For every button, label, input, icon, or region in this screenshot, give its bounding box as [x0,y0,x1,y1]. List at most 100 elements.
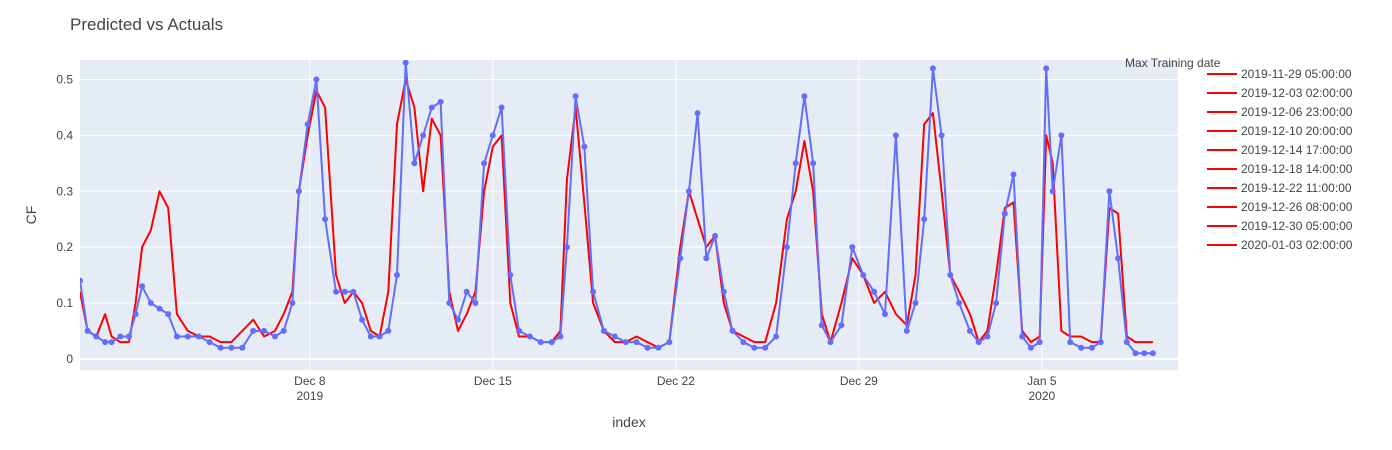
legend[interactable]: Max Training date 2019-11-29 05:00:00 201… [1125,56,1353,252]
actual-marker [295,188,302,195]
actual-marker [1036,339,1043,346]
actual-marker [217,344,224,351]
actual-marker [792,160,799,167]
y-tick-label: 0.3 [56,184,73,198]
actual-marker [1106,188,1113,195]
actual-marker [80,277,83,284]
actual-marker [882,311,888,318]
actual-marker [1049,188,1056,195]
actual-marker [165,311,172,318]
actual-marker [359,316,366,323]
actual-marker [367,333,374,340]
legend-label: 2019-11-29 05:00:00 [1241,67,1352,81]
actual-marker [1088,344,1095,351]
x-tick-label: Jan 5 [1027,374,1057,388]
legend-label: 2019-12-30 05:00:00 [1241,219,1353,233]
actual-marker [394,272,400,278]
x-tick-label: Dec 8 [294,374,326,388]
actual-marker [272,333,278,340]
actual-marker [93,333,100,340]
actual-marker [498,104,505,111]
actual-marker [729,327,736,334]
legend-item[interactable]: 2019-12-06 23:00:00 [1207,105,1353,119]
actual-marker [350,288,357,295]
legend-item[interactable]: 2019-12-26 08:00:00 [1207,200,1353,214]
actual-marker [773,333,780,340]
actual-marker [860,272,867,278]
actual-marker [1027,344,1034,351]
actual-marker [912,300,919,306]
legend-label: 2020-01-03 02:00:00 [1241,238,1353,252]
legend-label: 2019-12-18 14:00:00 [1241,162,1353,176]
actual-marker [655,344,662,351]
legend-item[interactable]: 2019-12-30 05:00:00 [1207,219,1353,233]
actual-marker [929,65,936,72]
y-tick-label: 0.2 [56,240,73,254]
grid-lines [80,60,1178,370]
actual-marker [871,288,878,295]
actual-marker [376,333,383,340]
actual-marker [1067,339,1074,346]
actual-marker [108,339,115,346]
actual-marker [455,316,461,323]
actual-marker [385,327,392,334]
x-tick-label: Dec 29 [840,374,878,388]
legend-item[interactable]: 2019-12-14 17:00:00 [1207,143,1353,157]
series-layer [80,60,1156,357]
legend-label: 2019-12-26 08:00:00 [1241,200,1353,214]
actual-marker [818,322,825,329]
actual-marker [762,344,769,351]
actual-marker [463,288,470,295]
actual-marker [428,104,435,111]
actual-marker [322,216,329,223]
legend-item[interactable]: 2020-01-03 02:00:00 [1207,238,1353,252]
actual-marker [783,244,790,251]
actual-marker [590,288,597,295]
actual-marker [411,160,418,167]
actual-marker [117,333,124,340]
actual-marker [1010,171,1017,178]
legend-title: Max Training date [1125,56,1221,70]
actual-marker [261,327,268,334]
actual-marker [622,339,629,346]
actual-marker [633,339,640,346]
actual-marker [938,132,945,139]
actual-marker [810,160,817,167]
actual-marker [712,232,719,239]
actual-marker [956,300,963,306]
actual-marker [685,188,692,195]
actual-marker [581,143,588,150]
actual-marker [446,300,453,306]
y-tick-labels: 0 0.1 0.2 0.3 0.4 0.5 [56,73,73,366]
y-tick-label: 0.4 [56,128,73,142]
y-tick-label: 0 [66,352,73,366]
legend-item[interactable]: 2019-12-03 02:00:00 [1207,86,1353,100]
actual-marker [666,339,673,346]
actual-marker [402,60,409,66]
x-tick-label: Dec 22 [657,374,695,388]
legend-item[interactable]: 2019-12-10 20:00:00 [1207,124,1353,138]
actual-marker [1058,132,1065,139]
actual-marker [1078,344,1085,351]
actual-marker [557,333,564,340]
actual-marker [1097,339,1104,346]
legend-item[interactable]: 2019-12-22 11:00:00 [1207,181,1352,195]
actual-marker [139,283,146,290]
actual-marker [537,339,544,346]
actual-marker [740,339,747,346]
legend-item[interactable]: 2019-12-18 14:00:00 [1207,162,1353,176]
legend-item[interactable]: 2019-11-29 05:00:00 [1207,67,1352,81]
actual-marker [472,300,479,306]
y-tick-label: 0.1 [56,296,73,310]
actual-marker [102,339,109,346]
actual-marker [516,327,522,334]
x-tick-label: Dec 15 [474,374,512,388]
actual-marker [993,300,1000,306]
actual-marker [600,327,607,334]
legend-label: 2019-12-03 02:00:00 [1241,86,1353,100]
legend-label: 2019-12-10 20:00:00 [1241,124,1353,138]
actual-marker [147,300,154,306]
chart-title: Predicted vs Actuals [70,15,223,34]
